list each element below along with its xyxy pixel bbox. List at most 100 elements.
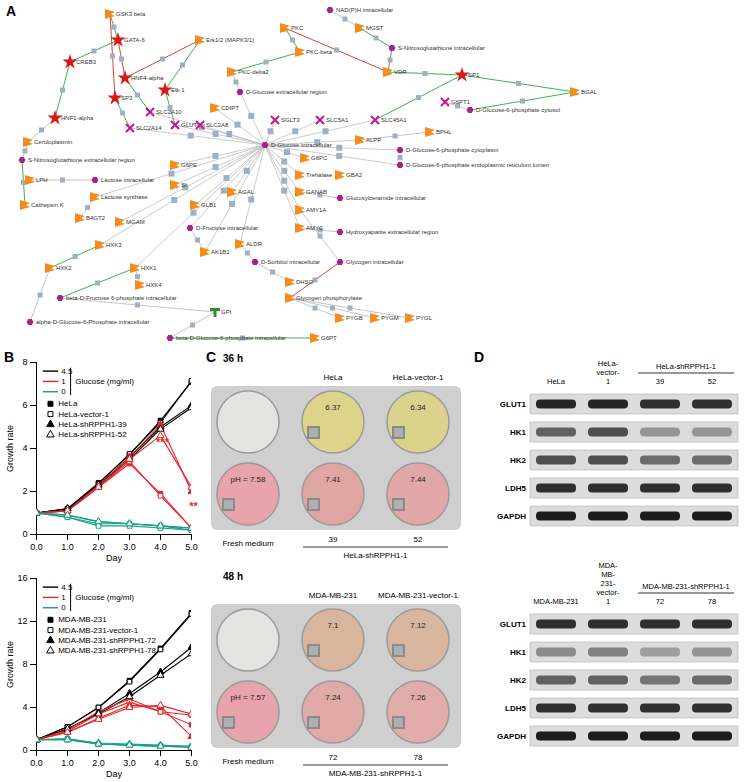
svg-text:vector-: vector- [597, 368, 620, 377]
svg-text:2.0: 2.0 [92, 542, 105, 552]
svg-text:G6PT1: G6PT1 [451, 99, 471, 105]
svg-text:***: *** [156, 436, 170, 448]
svg-text:GBA2: GBA2 [346, 172, 363, 178]
svg-text:GLUT1: GLUT1 [500, 400, 527, 409]
svg-text:GAPDH: GAPDH [497, 512, 526, 521]
svg-text:1.0: 1.0 [61, 758, 74, 768]
svg-text:S-Nitrosoglutathione extracell: S-Nitrosoglutathione extracellular regio… [28, 157, 135, 163]
svg-text:SLC2A14: SLC2A14 [136, 125, 162, 131]
svg-text:D-Glucose intracellular: D-Glucose intracellular [271, 142, 332, 148]
svg-text:0: 0 [22, 745, 27, 755]
svg-text:5.0: 5.0 [185, 542, 198, 552]
svg-text:MGAM: MGAM [126, 219, 145, 225]
svg-text:MDA-MB-231-shRPPH1-78: MDA-MB-231-shRPPH1-78 [58, 646, 156, 655]
svg-text:SP1: SP1 [468, 72, 480, 78]
svg-text:pH = 7.58: pH = 7.58 [231, 475, 266, 484]
svg-text:MDA-MB-231-shRPPH1-72: MDA-MB-231-shRPPH1-72 [58, 636, 156, 645]
svg-text:HXK4: HXK4 [146, 282, 162, 288]
svg-text:GANAB: GANAB [306, 189, 327, 195]
svg-text:S-Nitrosoglutathione intracell: S-Nitrosoglutathione intracellular [398, 45, 485, 51]
svg-text:7.1: 7.1 [327, 621, 339, 630]
svg-text:HNF4-alpha: HNF4-alpha [131, 75, 164, 81]
svg-text:39: 39 [329, 535, 338, 544]
svg-text:SLC45A1: SLC45A1 [381, 117, 407, 123]
svg-text:6.37: 6.37 [325, 403, 341, 412]
svg-text:SGLT3: SGLT3 [281, 117, 300, 123]
svg-text:SP3: SP3 [121, 95, 133, 101]
svg-text:0: 0 [61, 387, 66, 396]
svg-text:D-Glucose-6-phosphate cytosol: D-Glucose-6-phosphate cytosol [476, 107, 560, 113]
svg-text:G6PE: G6PE [181, 162, 197, 168]
svg-text:HXK1: HXK1 [141, 265, 157, 271]
svg-text:HNF1-alpha: HNF1-alpha [61, 115, 94, 121]
svg-text:SLC2A10: SLC2A10 [156, 109, 182, 115]
svg-text:HeLa: HeLa [547, 377, 566, 386]
svg-text:PKC-beta: PKC-beta [306, 49, 333, 55]
svg-text:Glycogen intracellular: Glycogen intracellular [346, 259, 404, 265]
svg-text:HeLa-shRPPH1-39: HeLa-shRPPH1-39 [58, 420, 127, 429]
svg-text:Growth rate: Growth rate [5, 425, 15, 472]
svg-text:CDIPT: CDIPT [221, 105, 239, 111]
svg-text:Glucosylceramide intracellular: Glucosylceramide intracellular [346, 195, 426, 201]
svg-text:Ceruloplasmin: Ceruloplasmin [34, 139, 72, 145]
svg-text:pH = 7.57: pH = 7.57 [231, 693, 266, 702]
svg-text:DHSO: DHSO [296, 279, 314, 285]
svg-text:2: 2 [22, 486, 27, 496]
svg-text:D-Sorbitol intracellular: D-Sorbitol intracellular [261, 259, 320, 265]
svg-text:16: 16 [17, 573, 27, 583]
svg-text:8: 8 [22, 659, 27, 669]
svg-text:MDA-MB-231-shRPPH1-1: MDA-MB-231-shRPPH1-1 [642, 582, 730, 591]
svg-text:HK2: HK2 [510, 676, 527, 685]
svg-text:AMY1A: AMY1A [306, 207, 326, 213]
svg-text:D-Glucose-6-phosphate endoplas: D-Glucose-6-phosphate endoplasmic reticu… [406, 162, 549, 168]
svg-text:MDA-MB-231: MDA-MB-231 [309, 591, 358, 600]
svg-text:AGAL: AGAL [238, 189, 255, 195]
svg-text:2.0: 2.0 [92, 758, 105, 768]
svg-text:7.12: 7.12 [410, 621, 426, 630]
svg-text:HK2: HK2 [510, 456, 527, 465]
svg-text:1.0: 1.0 [61, 542, 74, 552]
svg-text:72: 72 [329, 753, 338, 762]
svg-text:7.41: 7.41 [325, 475, 341, 484]
svg-text:5.0: 5.0 [185, 758, 198, 768]
svg-text:1: 1 [606, 597, 610, 606]
svg-text:4.0: 4.0 [154, 542, 167, 552]
svg-text:PYGL: PYGL [416, 315, 433, 321]
svg-text:8: 8 [22, 357, 27, 367]
svg-text:vector-: vector- [597, 588, 620, 597]
svg-text:AMYC: AMYC [306, 225, 324, 231]
svg-text:Glucose (mg/ml): Glucose (mg/ml) [75, 593, 134, 602]
svg-text:4.5: 4.5 [61, 367, 73, 376]
svg-text:LDH5: LDH5 [505, 704, 526, 713]
svg-text:PKC-delta2: PKC-delta2 [238, 69, 269, 75]
svg-text:HeLa-shRPPH1-52: HeLa-shRPPH1-52 [58, 430, 127, 439]
svg-text:Hydroxyapatite extracellular r: Hydroxyapatite extracellular region [346, 229, 438, 235]
svg-text:HeLa-shRPPH1-1: HeLa-shRPPH1-1 [656, 362, 716, 371]
svg-text:HK1: HK1 [510, 648, 527, 657]
svg-text:Lactose synthase: Lactose synthase [101, 194, 148, 200]
svg-text:G6PT: G6PT [321, 335, 337, 341]
svg-text:alpha-D-Glucose-6-Phosphate in: alpha-D-Glucose-6-Phosphate intracellula… [36, 319, 149, 325]
svg-text:Glycogen phosphorylase: Glycogen phosphorylase [296, 295, 363, 301]
svg-text:12: 12 [17, 616, 27, 626]
svg-text:A: A [6, 3, 16, 19]
svg-text:B: B [4, 349, 14, 365]
svg-text:HeLa-: HeLa- [598, 359, 619, 368]
svg-text:GSK3 beta: GSK3 beta [116, 11, 146, 17]
svg-text:GPI: GPI [221, 309, 232, 315]
svg-text:Fresh medium: Fresh medium [222, 757, 273, 766]
svg-text:6: 6 [22, 400, 27, 410]
svg-text:SLC2A8: SLC2A8 [206, 122, 229, 128]
svg-text:GATA-6: GATA-6 [124, 37, 145, 43]
svg-text:4.0: 4.0 [154, 758, 167, 768]
svg-text:GLB1: GLB1 [201, 202, 217, 208]
svg-text:LPH: LPH [36, 177, 48, 183]
svg-text:VDR: VDR [394, 69, 407, 75]
svg-text:LDH5: LDH5 [505, 484, 526, 493]
svg-text:PYGM: PYGM [381, 315, 399, 321]
svg-text:**: ** [189, 500, 198, 512]
svg-text:7.26: 7.26 [410, 693, 426, 702]
svg-text:Day: Day [106, 769, 123, 779]
svg-text:C: C [206, 349, 216, 365]
svg-text:HeLa-shRPPH1-1: HeLa-shRPPH1-1 [343, 551, 408, 560]
